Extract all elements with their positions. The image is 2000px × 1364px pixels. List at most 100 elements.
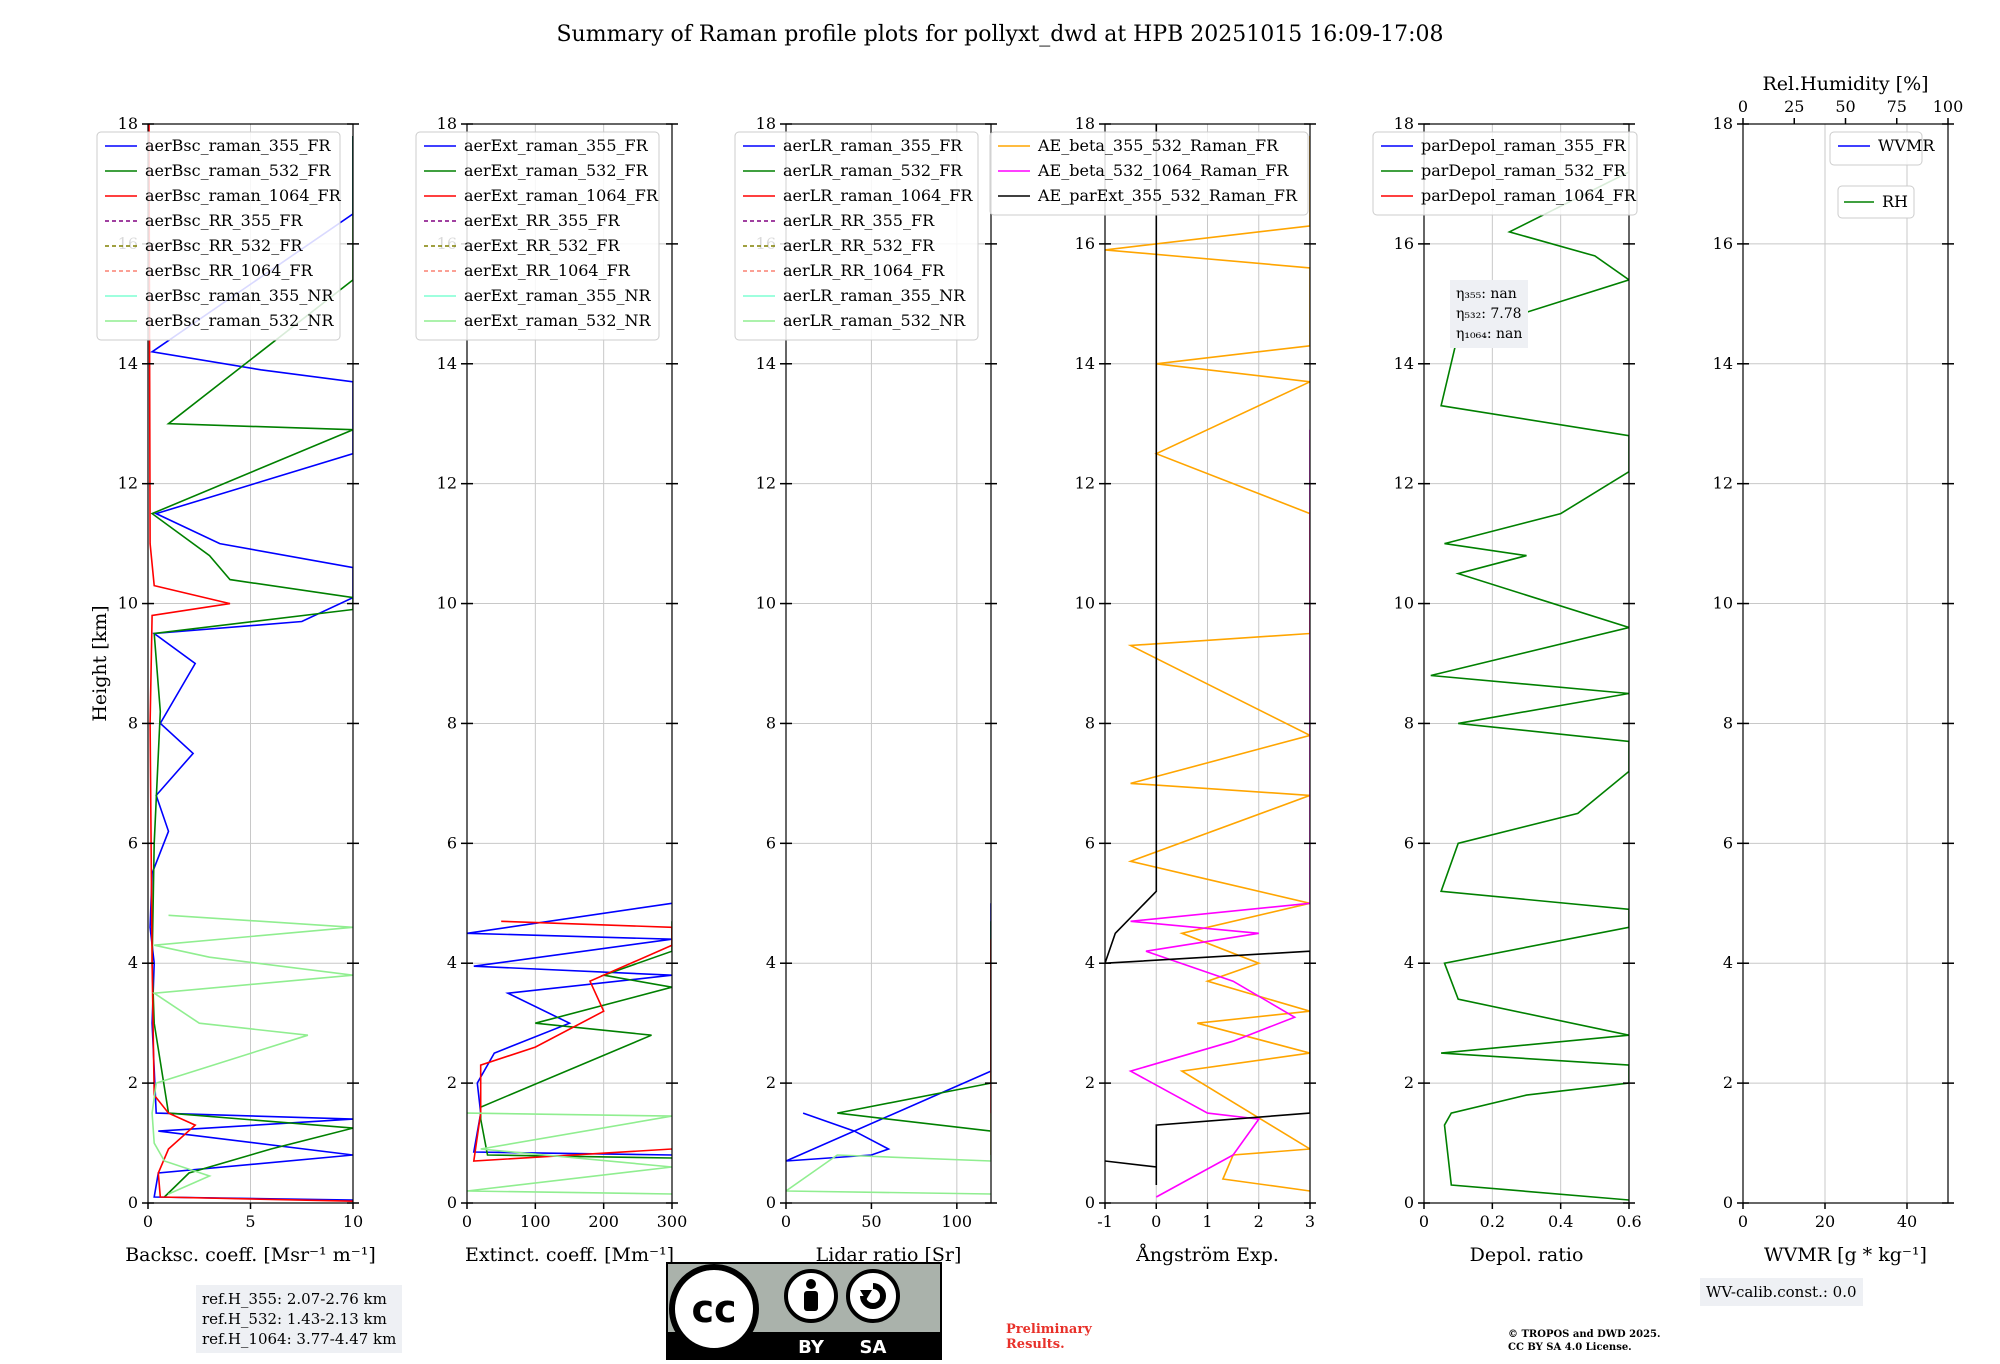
x-tick-label: 100 bbox=[520, 1212, 551, 1231]
legend-box bbox=[1829, 131, 1923, 166]
legend-item: aerBsc_raman_355_NR bbox=[145, 286, 334, 305]
y-tick-label: 8 bbox=[1404, 713, 1414, 732]
y-tick-label: 18 bbox=[118, 114, 138, 133]
copyright-note: © TROPOS and DWD 2025. CC BY SA 4.0 Lice… bbox=[1508, 1328, 1660, 1354]
y-tick-label: 0 bbox=[1085, 1193, 1095, 1212]
y-tick-label: 16 bbox=[1394, 234, 1414, 253]
x-axis-label: Extinct. coeff. [Mm⁻¹] bbox=[465, 1244, 674, 1266]
x-axis-label: Lidar ratio [Sr] bbox=[816, 1244, 962, 1266]
legend-item: aerBsc_raman_532_FR bbox=[145, 161, 331, 180]
legend-item: aerBsc_raman_355_FR bbox=[145, 136, 331, 155]
x-tick-label: 0.2 bbox=[1480, 1212, 1505, 1231]
x-axis-label: Depol. ratio bbox=[1470, 1244, 1584, 1266]
legend-item: WVMR bbox=[1878, 136, 1935, 155]
panel-bsc: 0246810121416180510Backsc. coeff. [Msr⁻¹… bbox=[89, 114, 376, 1266]
legend-item: aerLR_raman_355_FR bbox=[783, 136, 963, 155]
axes-frame bbox=[1742, 123, 1949, 1204]
wv-calib-text: WV-calib.const.: 0.0 bbox=[1706, 1283, 1857, 1301]
y-tick-label: 12 bbox=[756, 474, 776, 493]
series-AE_beta_532_1064_Raman_FR bbox=[1128, 429, 1310, 1198]
series-AE_beta_355_532_Raman_FR bbox=[1105, 136, 1310, 1192]
series-aerLR_raman_532_FR bbox=[837, 921, 991, 1132]
legend-item: aerExt_raman_1064_FR bbox=[464, 186, 659, 205]
y-tick-label: 0 bbox=[1723, 1193, 1733, 1212]
x-tick-label: -1 bbox=[1097, 1212, 1113, 1231]
x-tick-label: 300 bbox=[657, 1212, 688, 1231]
y-tick-label: 8 bbox=[128, 713, 138, 732]
y-tick-label: 8 bbox=[1085, 713, 1095, 732]
y-tick-label: 18 bbox=[1394, 114, 1414, 133]
y-tick-label: 4 bbox=[766, 953, 776, 972]
y-tick-label: 16 bbox=[1713, 234, 1733, 253]
legend-box bbox=[734, 131, 979, 341]
y-tick-label: 12 bbox=[118, 474, 138, 493]
x-tick-label: 200 bbox=[588, 1212, 619, 1231]
x-tick-label: 0.4 bbox=[1548, 1212, 1573, 1231]
top-x-axis-label: Rel.Humidity [%] bbox=[1762, 73, 1928, 95]
top-x-tick-label: 100 bbox=[1933, 97, 1964, 116]
top-x-tick-label: 25 bbox=[1784, 97, 1804, 116]
y-tick-label: 0 bbox=[128, 1193, 138, 1212]
y-tick-label: 12 bbox=[1394, 474, 1414, 493]
legend2-item: RH bbox=[1882, 192, 1908, 211]
axes-frame bbox=[785, 123, 992, 1204]
preliminary-line-2: Results. bbox=[1006, 1337, 1065, 1352]
legend-item: parDepol_raman_1064_FR bbox=[1421, 186, 1637, 205]
legend-item: aerExt_RR_1064_FR bbox=[464, 261, 631, 280]
top-x-tick-label: 50 bbox=[1835, 97, 1855, 116]
legend-item: aerLR_RR_532_FR bbox=[783, 236, 935, 255]
series-aerExt_raman_532_NR bbox=[467, 1112, 672, 1195]
y-tick-label: 6 bbox=[447, 833, 457, 852]
x-tick-label: 0 bbox=[143, 1212, 153, 1231]
x-tick-label: 2 bbox=[1254, 1212, 1264, 1231]
y-tick-label: 18 bbox=[1075, 114, 1095, 133]
legend-box bbox=[989, 131, 1309, 216]
figure-title: Summary of Raman profile plots for polly… bbox=[556, 22, 1444, 47]
x-axis-label: Backsc. coeff. [Msr⁻¹ m⁻¹] bbox=[125, 1244, 376, 1266]
x-tick-label: 3 bbox=[1305, 1212, 1315, 1231]
y-tick-label: 2 bbox=[1085, 1073, 1095, 1092]
panel-ext: 0246810121416180100200300Extinct. coeff.… bbox=[415, 114, 688, 1266]
x-tick-label: 0.6 bbox=[1616, 1212, 1641, 1231]
legend-item: aerExt_raman_355_FR bbox=[464, 136, 649, 155]
y-tick-label: 14 bbox=[1075, 354, 1095, 373]
series-aerExt_raman_1064_FR bbox=[472, 920, 672, 1162]
y-tick-label: 12 bbox=[1713, 474, 1733, 493]
legend-item: AE_beta_532_1064_Raman_FR bbox=[1037, 161, 1289, 180]
legend2-box bbox=[1837, 185, 1915, 219]
legend-item: aerExt_RR_355_FR bbox=[464, 211, 621, 230]
preliminary-line-1: Preliminary bbox=[1006, 1322, 1092, 1337]
series-aerBsc_raman_532_NR bbox=[151, 914, 353, 1195]
y-tick-label: 14 bbox=[1394, 354, 1414, 373]
x-tick-label: 10 bbox=[343, 1212, 363, 1231]
legend-item: aerExt_RR_532_FR bbox=[464, 236, 621, 255]
x-tick-label: 0 bbox=[1419, 1212, 1429, 1231]
cc-logo-text: cc bbox=[691, 1287, 736, 1331]
y-tick-label: 2 bbox=[1723, 1073, 1733, 1092]
series-aerBsc_raman_355_FR bbox=[149, 136, 353, 1201]
y-tick-label: 10 bbox=[1075, 594, 1095, 613]
legend-item: aerExt_raman_532_FR bbox=[464, 161, 649, 180]
y-tick-label: 4 bbox=[1404, 953, 1414, 972]
y-tick-label: 6 bbox=[1723, 833, 1733, 852]
y-tick-label: 10 bbox=[1713, 594, 1733, 613]
y-tick-label: 18 bbox=[1713, 114, 1733, 133]
y-tick-label: 4 bbox=[447, 953, 457, 972]
y-tick-label: 10 bbox=[756, 594, 776, 613]
ref-height-box: ref.H_355: 2.07-2.76 km ref.H_532: 1.43-… bbox=[196, 1285, 403, 1353]
copyright-line-1: © TROPOS and DWD 2025. bbox=[1508, 1329, 1661, 1340]
wv-calib-box: WV-calib.const.: 0.0 bbox=[1700, 1278, 1863, 1306]
panel-wv: 0 2 4 6 8 10 12 14 16 18 0 20 40 WVMR [g * kg⁻¹] 0 25 50… bbox=[1713, 73, 1964, 1266]
x-tick-label: 20 bbox=[1815, 1212, 1835, 1231]
y-tick-label: 0 bbox=[447, 1193, 457, 1212]
axes-frame bbox=[466, 123, 673, 1204]
y-tick-label: 12 bbox=[437, 474, 457, 493]
legend-item: aerBsc_RR_1064_FR bbox=[145, 261, 314, 280]
x-tick-label: 0 bbox=[1738, 1212, 1748, 1231]
preliminary-note: Preliminary Results. bbox=[1006, 1322, 1092, 1352]
y-tick-label: 18 bbox=[756, 114, 776, 133]
x-tick-label: 1 bbox=[1202, 1212, 1212, 1231]
x-tick-label: 100 bbox=[942, 1212, 973, 1231]
legend-item: aerBsc_RR_355_FR bbox=[145, 211, 303, 230]
panel-lr: 024681012141618050100Lidar ratio [Sr]aer… bbox=[734, 114, 997, 1266]
